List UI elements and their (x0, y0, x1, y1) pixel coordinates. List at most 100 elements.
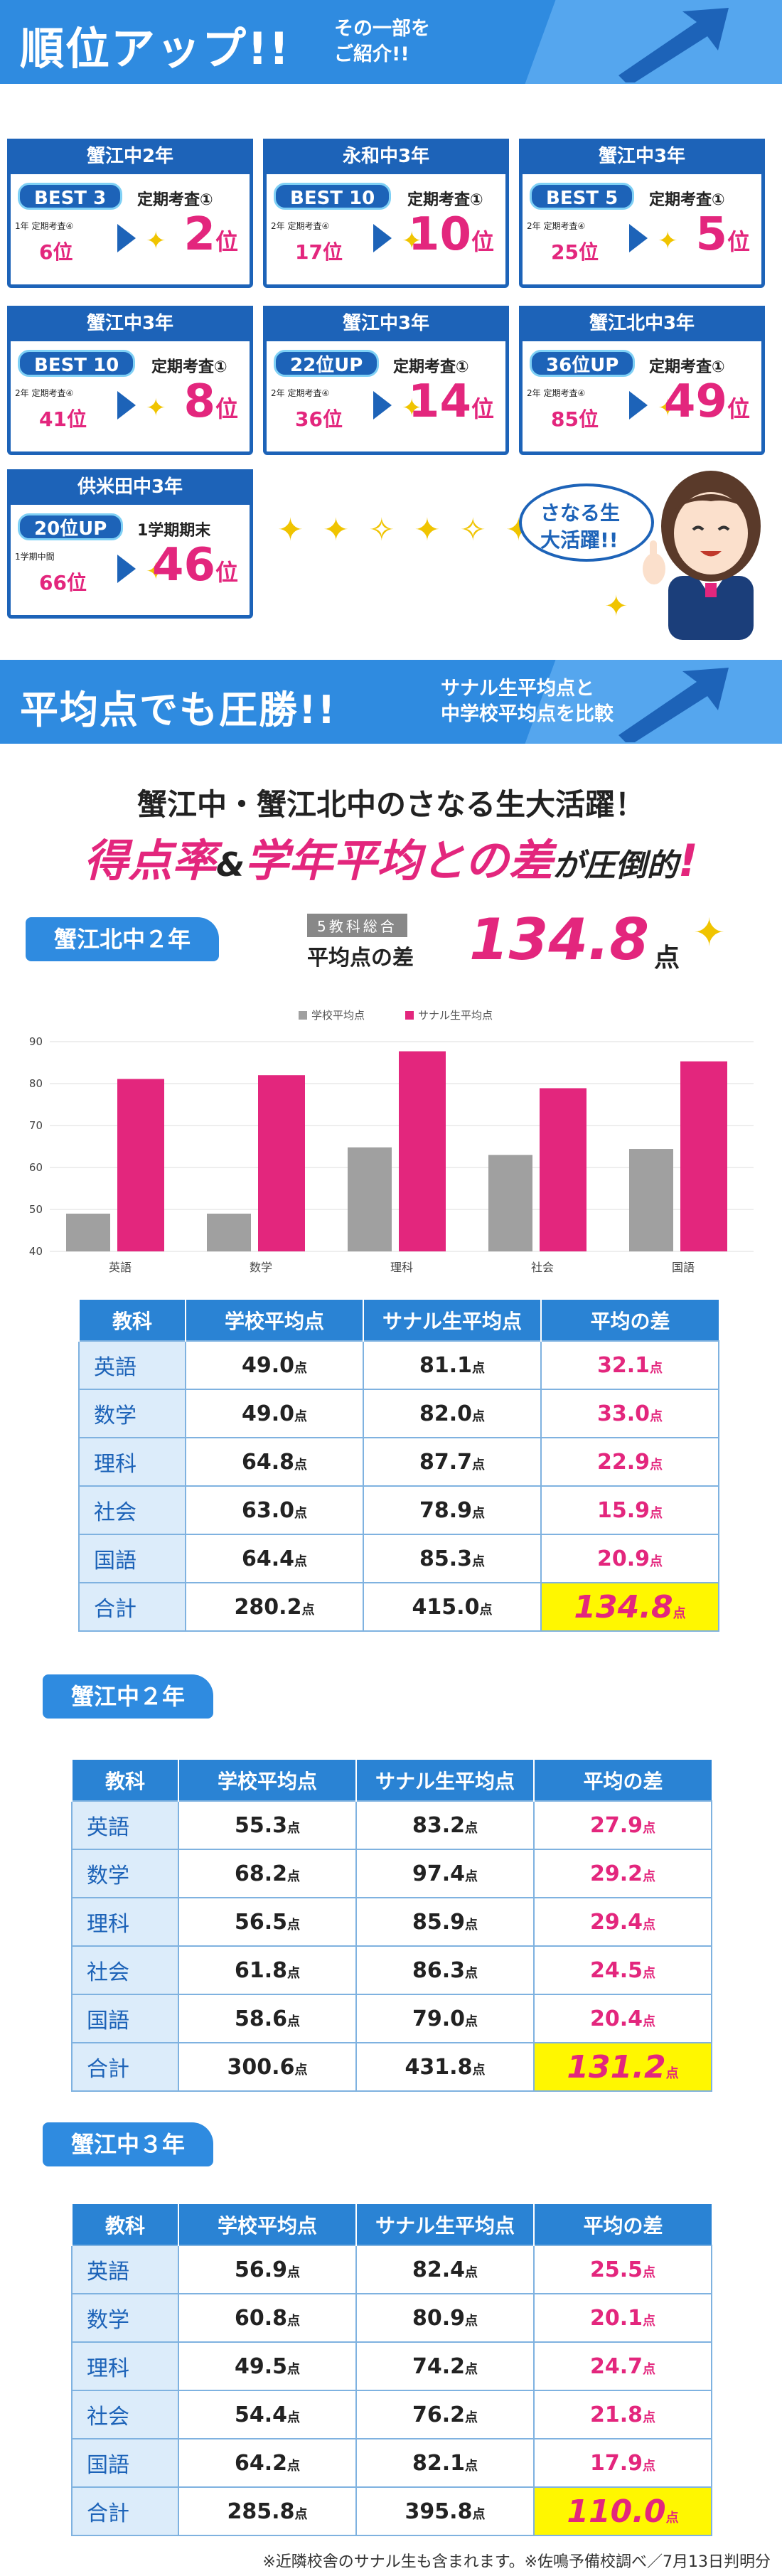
cell-unit: 点 (465, 2361, 478, 2377)
cell-value: 431.8 (405, 2054, 473, 2080)
cell-unit: 点 (643, 1965, 656, 1981)
sparkle-diff: ✦ (693, 910, 726, 955)
school-avg-cell: 60.8点 (178, 2293, 357, 2343)
cell-value: 60.8 (234, 2305, 288, 2331)
school-avg-cell: 56.9点 (178, 2245, 357, 2294)
mascot-callout (519, 483, 654, 562)
cell-unit: 点 (287, 1965, 301, 1981)
cell-value: 24.7 (589, 2353, 643, 2379)
cell-unit: 点 (472, 1457, 486, 1473)
cell-unit: 点 (472, 1360, 486, 1376)
cell-unit: 点 (472, 2062, 486, 2078)
headline-ampersand: & (216, 845, 245, 884)
cell-value: 20.1 (589, 2305, 643, 2331)
cell-value: 63.0 (241, 1497, 295, 1523)
card-from-label: 2年 定期考査④ (527, 221, 586, 231)
rank-card: 蟹江中3年 BEST 10 定期考査① 2年 定期考査④ 41位 ✦ 8位 (7, 306, 253, 455)
cell-unit: 点 (294, 2506, 308, 2522)
card-to-rank: 10位 (408, 210, 494, 267)
sanaru-avg-cell: 86.3点 (355, 1945, 535, 1995)
y-tick-label: 60 (29, 1161, 43, 1174)
sanaru-avg-cell: 82.4点 (355, 2245, 535, 2294)
cell-value: 285.8 (227, 2498, 295, 2524)
cell-value: 22.9 (596, 1449, 650, 1475)
cell-unit: 点 (643, 2313, 656, 2329)
average-table: 教科 学校平均点 サナル生平均点 平均の差 英語 55.3点 83.2点 27.9点 数学 68.… (71, 1760, 712, 2092)
card-to-rank-unit: 位 (727, 395, 750, 422)
sparkle-icon: ✦ (658, 394, 678, 422)
card-test: 定期考査① (393, 358, 469, 376)
sanaru-avg-cell: 395.8点 (355, 2486, 535, 2536)
school-avg-cell: 68.2点 (178, 1849, 357, 1898)
average-subtitle-1: サナル生平均点と (441, 678, 594, 700)
mascot-text-2: 大活躍!! (540, 528, 618, 552)
card-school: 蟹江中3年 (519, 139, 765, 174)
card-to-rank-unit: 位 (215, 395, 238, 422)
cell-unit: 点 (465, 2458, 478, 2474)
card-from-rank: 85位 (551, 407, 599, 431)
rank-up-banner: 順位アップ!! その一部を ご紹介!! (0, 0, 782, 84)
card-from-rank: 17位 (295, 240, 343, 264)
cell-value: 76.2 (412, 2402, 466, 2427)
x-tick-label: 英語 (109, 1261, 132, 1274)
subject-cell: 合計 (78, 1582, 186, 1632)
table-header: 学校平均点 (178, 2204, 356, 2245)
sparkle-mascot: ✦ (604, 590, 628, 623)
up-arrow-icon (618, 8, 729, 82)
rank-card: 供米田中3年 20位UP 1学期期末 1学期中間 66位 ✦ 46位 (7, 469, 253, 619)
card-test: 定期考査① (151, 358, 227, 376)
card-to-rank-number: 2 (183, 208, 215, 261)
cell-unit: 点 (643, 2410, 656, 2425)
rank-card: 蟹江中3年 22位UP 定期考査① 2年 定期考査④ 36位 ✦ 14位 (263, 306, 509, 455)
cell-unit: 点 (294, 1360, 308, 1376)
diff-cell: 25.5点 (533, 2245, 712, 2294)
card-to-rank-number: 14 (407, 375, 471, 428)
headline-line-1: 蟹江中・蟹江北中のさなる生大活躍！ (136, 787, 645, 822)
bar-school (207, 1213, 251, 1251)
school-avg-cell: 280.2点 (185, 1582, 364, 1632)
section-title: 蟹江中２年 (43, 1674, 214, 1719)
cell-value: 85.9 (412, 1909, 466, 1935)
sanaru-avg-cell: 74.2点 (355, 2341, 535, 2391)
cell-unit: 点 (643, 1869, 656, 1884)
sanaru-avg-cell: 82.0点 (363, 1389, 542, 1438)
cell-unit: 点 (465, 2265, 478, 2280)
cell-unit: 点 (287, 2265, 301, 2280)
card-badge: BEST 10 (274, 183, 392, 210)
cell-value: 82.1 (412, 2450, 466, 2476)
card-from-rank: 36位 (295, 407, 343, 431)
cell-value: 56.9 (234, 2257, 288, 2282)
cell-unit: 点 (465, 2410, 478, 2425)
card-to-rank: 49位 (664, 377, 750, 434)
sanaru-avg-cell: 85.3点 (363, 1534, 542, 1583)
subject-cell: 数学 (71, 1849, 179, 1898)
cell-value: 33.0 (596, 1401, 650, 1426)
table-row: 社会 63.0点 78.9点 15.9点 (78, 1485, 719, 1535)
average-subtitle-2: 中学校平均点を比較 (441, 703, 614, 725)
cell-value: 32.1 (596, 1352, 650, 1378)
cell-unit: 点 (472, 2506, 486, 2522)
y-tick-label: 90 (29, 1035, 43, 1048)
cell-value: 49.5 (234, 2353, 288, 2379)
cell-unit: 点 (643, 1917, 656, 1933)
total-tag: 5教科総合 (307, 914, 407, 937)
bar-sanaru (258, 1075, 305, 1251)
card-from-rank: 66位 (39, 571, 87, 594)
card-to-rank-unit: 位 (471, 228, 494, 255)
table-header: サナル生平均点 (363, 1300, 541, 1341)
subject-cell: 理科 (78, 1437, 186, 1487)
card-school: 供米田中3年 (7, 469, 253, 505)
cell-unit: 点 (294, 1409, 308, 1424)
cell-unit: 点 (673, 1605, 686, 1621)
table-row: 数学 60.8点 80.9点 20.1点 (71, 2293, 712, 2343)
table-row: 理科 49.5点 74.2点 24.7点 (71, 2341, 712, 2391)
card-from-rank: 25位 (551, 240, 599, 264)
card-to-rank: 14位 (408, 377, 494, 434)
table-header: サナル生平均点 (355, 1760, 534, 1801)
rank-card: 蟹江中3年 BEST 5 定期考査① 2年 定期考査④ 25位 ✦ 5位 (519, 139, 765, 288)
card-from-label: 1学期中間 (15, 552, 55, 562)
cell-unit: 点 (472, 1409, 486, 1424)
cell-value: 17.9 (589, 2450, 643, 2476)
school-avg-cell: 54.4点 (178, 2390, 357, 2439)
cell-unit: 点 (665, 2510, 679, 2526)
